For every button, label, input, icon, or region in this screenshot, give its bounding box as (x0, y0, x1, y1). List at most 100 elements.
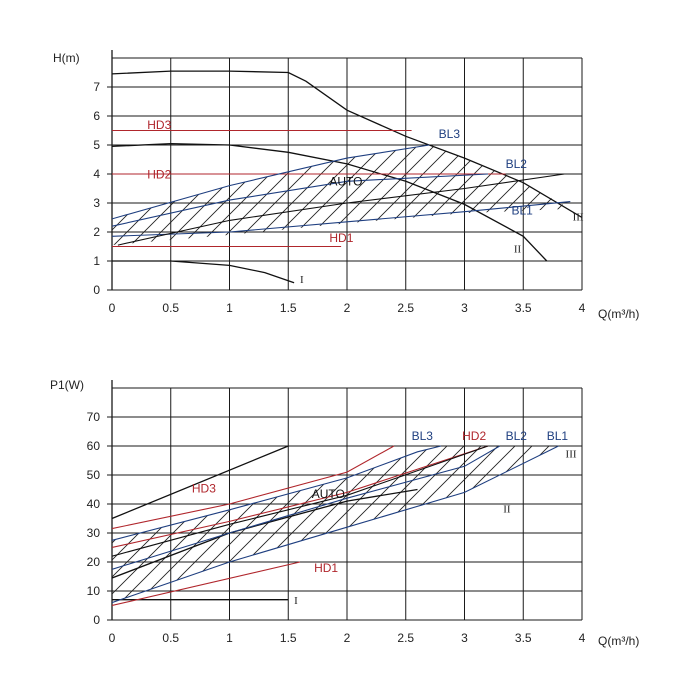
y-tick-label: 1 (93, 254, 100, 268)
hatch-line (0, 388, 12, 620)
hatch-line (596, 58, 700, 290)
y-tick-label: 5 (93, 138, 100, 152)
y-tick-label: 7 (93, 80, 100, 94)
y-axis-title: H(m) (53, 51, 80, 65)
series-hd3-line (112, 445, 395, 530)
series-auto-line (112, 445, 489, 557)
x-tick-label: 0.5 (162, 301, 179, 315)
hatch-line (0, 388, 46, 620)
curve-label-ii: II (503, 504, 511, 516)
y-tick-labels: 0 10 20 30 40 50 60 70 (87, 410, 101, 627)
series-hd2-line (112, 445, 489, 549)
series-ii-line (112, 142, 548, 262)
curve-label-iii: III (566, 449, 577, 461)
hatch-line (0, 388, 29, 620)
y-tick-label: 50 (87, 468, 101, 482)
hatch-line (613, 388, 700, 620)
hatch-line (664, 58, 700, 290)
curve-label-auto: AUTO (329, 175, 362, 189)
hatch-line (0, 58, 63, 290)
x-tick-label: 4 (579, 631, 586, 645)
y-tick-label: 30 (87, 526, 101, 540)
series-i-line (112, 260, 295, 284)
y-tick-label: 3 (93, 196, 100, 210)
y-tick-label: 0 (93, 283, 100, 297)
x-tick-label: 3 (461, 631, 468, 645)
x-tick-label: 1.5 (280, 301, 297, 315)
curve-label-hd1: HD1 (329, 231, 353, 245)
hatch-line (0, 58, 29, 290)
x-tick-label: 0.5 (162, 631, 179, 645)
curve-label-hd1: HD1 (314, 561, 338, 575)
curve-label-bl2: BL2 (506, 157, 528, 171)
curve-label-bl1: BL1 (547, 429, 569, 443)
y-tick-label: 4 (93, 167, 100, 181)
y-tick-label: 6 (93, 109, 100, 123)
hatch-line (579, 388, 700, 620)
series-bl1-line (112, 201, 571, 237)
hatch-line (0, 58, 80, 290)
hatch-line (0, 388, 63, 620)
hatch-line (0, 58, 46, 290)
y-tick-label: 20 (87, 555, 101, 569)
hatch-line (647, 388, 700, 620)
series-bl3-line (112, 144, 430, 220)
curve-label-auto: AUTO (312, 487, 345, 501)
hatch-line (613, 58, 700, 290)
x-tick-label: 2 (344, 631, 351, 645)
x-tick-label: 3.5 (515, 301, 532, 315)
series-ii-line (112, 488, 418, 579)
series-auto-line (117, 173, 565, 246)
x-tick-label: 0 (109, 301, 116, 315)
curve-label-i: I (300, 274, 304, 286)
x-tick-label: 4 (579, 301, 586, 315)
y-tick-labels: 0 1 2 3 4 5 6 7 (93, 80, 100, 297)
series-lines (112, 70, 582, 284)
hatch-line (630, 388, 700, 620)
x-tick-label: 1 (226, 631, 233, 645)
curve-label-bl3: BL3 (412, 429, 434, 443)
series-bl2-line (112, 445, 501, 570)
hatch-line (647, 58, 700, 290)
y-tick-label: 60 (87, 439, 101, 453)
curve-label-bl2: BL2 (506, 429, 528, 443)
x-tick-label: 0 (109, 631, 116, 645)
hatch-line (681, 58, 700, 290)
x-axis-title: Q(m³/h) (598, 634, 639, 648)
x-tick-label: 1.5 (280, 631, 297, 645)
hatch-line (664, 388, 700, 620)
y-tick-label: 0 (93, 613, 100, 627)
hatch-line (630, 58, 700, 290)
curve-label-hd3: HD3 (147, 118, 171, 132)
series-bl1-line (112, 445, 559, 604)
series-iii-line (112, 70, 582, 219)
curve-label-i: I (294, 595, 298, 607)
series-bl3-line (112, 445, 442, 541)
x-tick-label: 1 (226, 301, 233, 315)
series-hd1-line (112, 561, 301, 607)
curve-label-bl1: BL1 (512, 204, 534, 218)
y-tick-label: 70 (87, 410, 101, 424)
curve-label-ii: II (514, 243, 522, 255)
x-tick-labels: 0 0.5 1 1.5 2 2.5 3 3.5 4 (109, 301, 586, 315)
series-lines (112, 445, 559, 607)
y-axis-title: P1(W) (50, 378, 84, 392)
y-tick-label: 10 (87, 584, 101, 598)
hatch-line (596, 388, 700, 620)
power-flow-chart: 0 0.5 1 1.5 2 2.5 3 3.5 4 0 10 20 30 40 50 60 70 BL3 HD2… (0, 378, 700, 648)
hatch-line (0, 58, 97, 290)
head-flow-chart: 0 0.5 1 1.5 2 2.5 3 3.5 4 0 1 2 3 4 5 6 7 HD3 HD2 HD1 BL3 B… (0, 50, 700, 321)
hatch-line (0, 388, 97, 620)
curve-label-hd2: HD2 (147, 167, 171, 181)
hatch-line (0, 58, 12, 290)
curve-label-hd3: HD3 (192, 481, 216, 495)
hatch-line (0, 388, 80, 620)
hatch-line (579, 58, 700, 290)
x-tick-labels: 0 0.5 1 1.5 2 2.5 3 3.5 4 (109, 631, 586, 645)
hatch-line (561, 145, 571, 246)
grid (107, 380, 583, 621)
x-tick-label: 2.5 (397, 301, 414, 315)
